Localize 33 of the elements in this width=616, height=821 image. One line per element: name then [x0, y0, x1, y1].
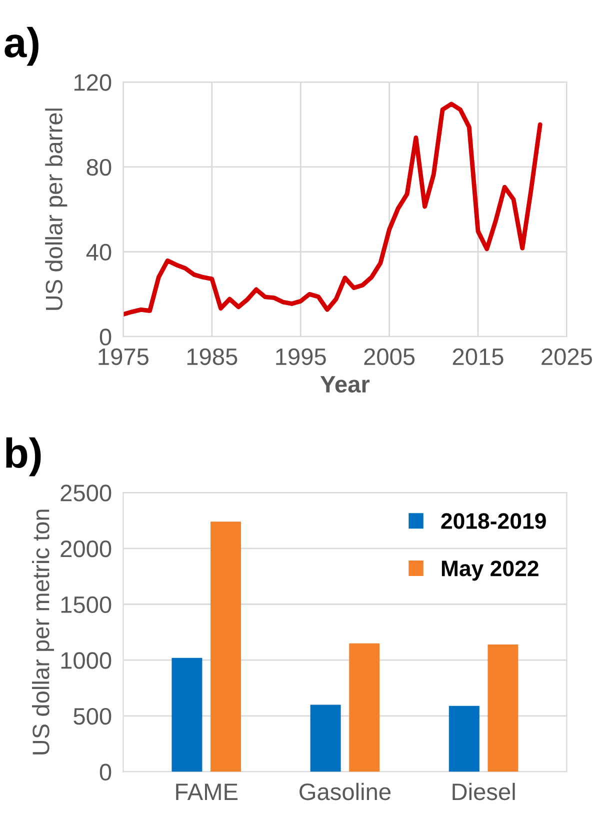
- chart-title: a): [4, 26, 38, 66]
- bar: [349, 643, 380, 772]
- x-tick-label: FAME: [176, 784, 238, 800]
- y-tick-label: 120: [74, 74, 112, 91]
- y-tick-label: 80: [86, 159, 112, 176]
- x-tick-label: Diesel: [452, 782, 515, 800]
- x-axis-title: Year: [320, 376, 370, 393]
- x-tick-label: 2005: [364, 348, 415, 366]
- y-tick-label: 1500: [61, 596, 112, 614]
- y-axis-title: US dollar per metric ton: [32, 510, 54, 754]
- y-tick-label: 40: [86, 244, 112, 261]
- y-axis-title: US dollar per barrel: [45, 108, 68, 310]
- bar: [488, 644, 518, 772]
- bar: [310, 704, 341, 772]
- y-tick-label: 0: [100, 764, 112, 781]
- y-tick-label: 2000: [60, 540, 112, 558]
- chart-title: b): [6, 437, 41, 476]
- bar: [448, 706, 480, 772]
- x-tick-label: 1995: [276, 348, 326, 366]
- line-series: [123, 102, 542, 317]
- legend-label: 2018-2019: [441, 513, 546, 529]
- bar: [210, 522, 242, 772]
- legend-label: May 2022: [442, 560, 538, 581]
- y-tick-label: 0: [100, 328, 112, 346]
- y-tick-label: 1000: [61, 652, 112, 669]
- x-tick-label: 2015: [452, 348, 504, 366]
- y-tick-label: 2500: [60, 484, 112, 502]
- x-tick-label: 2025: [542, 348, 592, 366]
- x-tick-label: 1985: [187, 348, 238, 366]
- x-tick-label: 1975: [98, 348, 148, 366]
- x-tick-label: Gasoline: [300, 782, 391, 800]
- bar: [172, 658, 202, 772]
- y-tick-label: 500: [74, 708, 112, 725]
